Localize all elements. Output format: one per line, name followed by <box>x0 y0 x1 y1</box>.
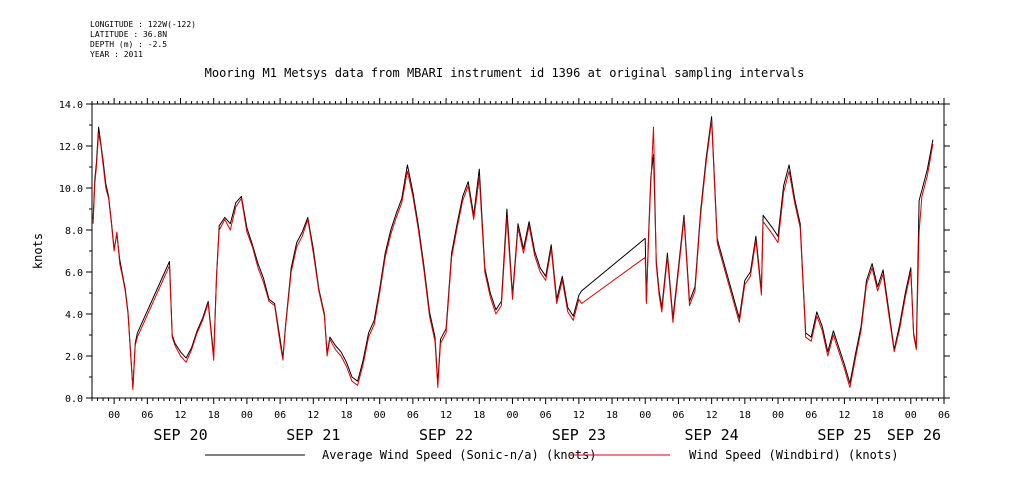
x-hour-label: 06 <box>672 410 684 421</box>
x-date-label: SEP 23 <box>552 426 606 444</box>
x-date-label: SEP 20 <box>153 426 207 444</box>
x-hour-label: 00 <box>772 410 784 421</box>
latitude-label: LATITUDE : 36.8N <box>90 30 168 39</box>
x-hour-label: 12 <box>307 410 319 421</box>
series-line-1 <box>92 116 934 388</box>
x-hour-label: 06 <box>141 410 153 421</box>
y-tick-label: 6.0 <box>65 268 83 279</box>
x-hour-label: 00 <box>639 410 651 421</box>
x-hour-label: 12 <box>440 410 452 421</box>
x-hour-label: 18 <box>606 410 618 421</box>
y-tick-label: 8.0 <box>65 226 83 237</box>
x-hour-label: 18 <box>872 410 884 421</box>
x-hour-label: 06 <box>540 410 552 421</box>
x-date-label: SEP 26 <box>887 426 941 444</box>
longitude-label: LONGITUDE : 122W(-122) <box>90 20 196 29</box>
x-hour-label: 12 <box>174 410 186 421</box>
x-hour-label: 00 <box>108 410 120 421</box>
x-date-label: SEP 21 <box>286 426 340 444</box>
x-hour-label: 00 <box>241 410 253 421</box>
x-date-label: SEP 22 <box>419 426 473 444</box>
x-hour-label: 00 <box>905 410 917 421</box>
x-hour-label: 12 <box>838 410 850 421</box>
x-hour-label: 00 <box>374 410 386 421</box>
x-hour-label: 06 <box>805 410 817 421</box>
plot-frame <box>91 103 945 399</box>
x-hour-label: 06 <box>407 410 419 421</box>
metadata-block: LONGITUDE : 122W(-122) LATITUDE : 36.8N … <box>90 20 196 60</box>
y-tick-label: 4.0 <box>65 310 83 321</box>
y-tick-label: 14.0 <box>59 100 83 111</box>
y-tick-label: 12.0 <box>59 142 83 153</box>
x-hour-label: 18 <box>739 410 751 421</box>
depth-label: DEPTH (m) : -2.5 <box>90 40 168 49</box>
x-hour-label: 18 <box>340 410 352 421</box>
y-tick-label: 0.0 <box>65 394 83 405</box>
x-hour-label: 12 <box>573 410 585 421</box>
year-label: YEAR : 2011 <box>90 50 143 59</box>
y-tick-label: 10.0 <box>59 184 83 195</box>
legend-label-average-wind: Average Wind Speed (Sonic-n/a) (knots) <box>322 448 597 462</box>
x-hour-label: 06 <box>274 410 286 421</box>
x-date-label: SEP 25 <box>817 426 871 444</box>
y-axis-label: knots <box>31 233 45 269</box>
series-line-2 <box>92 120 934 391</box>
y-tick-label: 2.0 <box>65 352 83 363</box>
x-hour-label: 06 <box>938 410 950 421</box>
x-hour-label: 18 <box>208 410 220 421</box>
x-hour-label: 18 <box>473 410 485 421</box>
x-hour-label: 00 <box>506 410 518 421</box>
chart-title: Mooring M1 Metsys data from MBARI instru… <box>204 66 805 80</box>
legend-label-windbird: Wind Speed (Windbird) (knots) <box>689 448 899 462</box>
x-hour-label: 12 <box>706 410 718 421</box>
x-date-label: SEP 24 <box>685 426 739 444</box>
